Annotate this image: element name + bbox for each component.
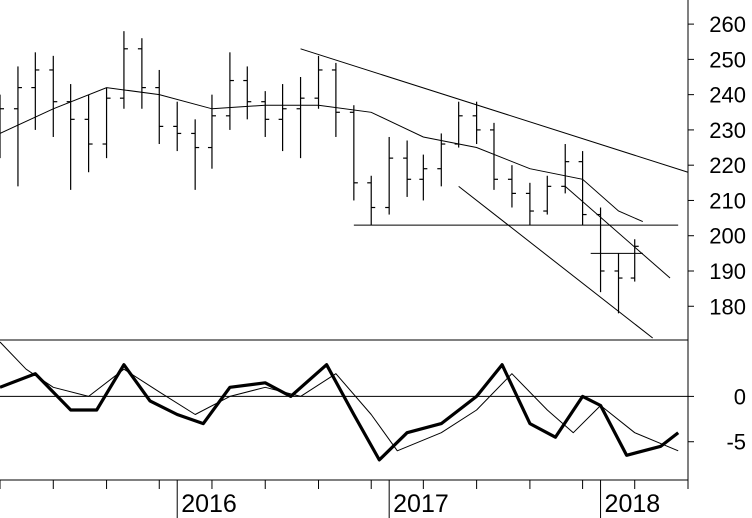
price-bar xyxy=(385,136,394,215)
price-axis: 180 190 200 210 220 230 240 250 260 xyxy=(688,12,746,319)
price-bar xyxy=(49,55,58,137)
signal-line xyxy=(0,341,679,452)
trend-line xyxy=(300,48,689,173)
price-tick-label: 200 xyxy=(709,224,746,249)
price-bar xyxy=(472,101,481,145)
price-bar xyxy=(137,38,146,109)
oscillator-line xyxy=(0,363,680,462)
price-bar xyxy=(243,66,252,120)
price-bar xyxy=(314,55,323,109)
x-axis-year-label: 2018 xyxy=(605,490,661,518)
trend-line xyxy=(458,185,653,339)
price-bar xyxy=(349,105,358,201)
price-bar xyxy=(403,140,412,197)
price-bar xyxy=(66,84,75,190)
price-bar xyxy=(419,154,428,201)
price-bar xyxy=(437,133,446,187)
price-bar xyxy=(578,151,587,226)
price-bar xyxy=(191,119,200,190)
price-bar xyxy=(84,94,93,173)
price-tick-label: 220 xyxy=(709,153,746,178)
price-tick-label: 180 xyxy=(709,294,746,319)
price-bar xyxy=(367,175,376,226)
price-bar xyxy=(119,31,128,109)
price-bar xyxy=(207,94,216,169)
price-bar xyxy=(507,165,516,208)
price-tick-label: 260 xyxy=(709,12,746,37)
x-axis: 2016 2017 2018 xyxy=(0,480,689,518)
x-axis-year-label: 2017 xyxy=(393,490,449,518)
price-bar xyxy=(525,182,534,226)
moving-average-line xyxy=(0,87,643,223)
price-bar xyxy=(155,69,164,145)
price-bar xyxy=(543,175,552,215)
price-bar xyxy=(561,144,570,194)
oscillator-panel xyxy=(0,341,688,462)
price-bar xyxy=(0,94,4,159)
price-bar xyxy=(173,101,182,152)
price-bar xyxy=(296,77,305,159)
price-bar xyxy=(614,253,623,314)
trend-line xyxy=(564,185,671,279)
price-bar xyxy=(278,84,287,152)
oscillator-tick-label: -5 xyxy=(726,430,746,455)
price-bar xyxy=(102,87,111,159)
price-tick-label: 210 xyxy=(709,188,746,213)
oscillator-axis: 0 -5 xyxy=(688,384,746,455)
price-bar xyxy=(489,122,498,190)
price-tick-label: 250 xyxy=(709,47,746,72)
oscillator-tick-label: 0 xyxy=(734,384,746,409)
price-bar xyxy=(261,91,270,137)
price-panel xyxy=(0,31,689,339)
price-tick-label: 230 xyxy=(709,118,746,143)
price-bar xyxy=(630,239,639,282)
x-axis-year-label: 2016 xyxy=(181,490,237,518)
price-bar xyxy=(331,62,340,137)
price-bar xyxy=(13,66,22,187)
price-tick-label: 240 xyxy=(709,83,746,108)
price-bar xyxy=(225,52,234,130)
price-bar xyxy=(454,101,463,148)
price-tick-label: 190 xyxy=(709,259,746,284)
